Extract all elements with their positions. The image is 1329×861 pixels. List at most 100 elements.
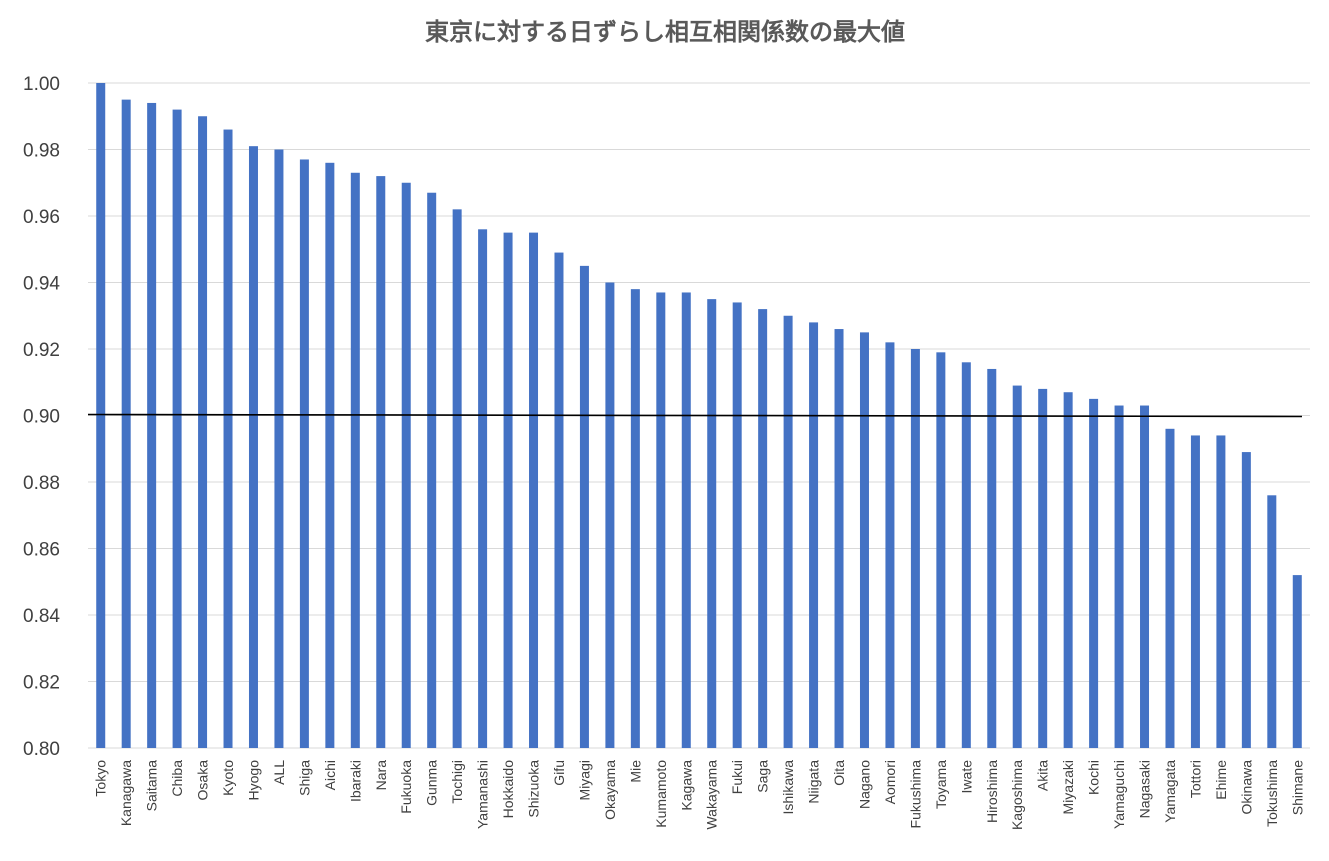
bar-ishikawa	[783, 315, 793, 748]
x-tick-label: Fukushima	[907, 760, 923, 829]
x-tick-label: Kochi	[1086, 760, 1102, 795]
x-tick-label: Wakayama	[704, 760, 720, 830]
x-tick-label: Nagasaki	[1137, 760, 1153, 818]
x-tick-label: Osaka	[195, 760, 211, 801]
y-axis: 0.80 0.82 0.84 0.86 0.88 0.90 0.92 0.94 0.96 0.98…	[23, 74, 60, 760]
bar-miyagi	[579, 265, 589, 748]
x-tick-label: Ibaraki	[347, 760, 363, 802]
y-tick-label: 0.88	[23, 473, 60, 494]
x-tick-label: Yamaguchi	[1111, 760, 1127, 829]
bar-ibaraki	[350, 172, 360, 748]
x-tick-label: Yamanashi	[475, 760, 491, 829]
bar-yamaguchi	[1114, 405, 1124, 748]
bar-akita	[1038, 388, 1048, 748]
x-tick-label: Nagano	[856, 760, 872, 809]
bar-tottori	[1190, 435, 1200, 748]
x-tick-label: Okayama	[602, 760, 618, 820]
x-tick-label: Miyazaki	[1060, 760, 1076, 814]
bar-aomori	[885, 342, 895, 748]
chart-title: 東京に対する日ずらし相互相関係数の最大値	[425, 18, 905, 46]
bar-saitama	[147, 102, 157, 748]
bar-yamanashi	[478, 229, 488, 749]
bar-kagawa	[681, 292, 691, 748]
bar-shiga	[299, 159, 309, 749]
bar-nara	[376, 176, 386, 749]
x-tick-label: Kumamoto	[653, 760, 669, 828]
bar-tokushima	[1267, 495, 1277, 748]
bar-gifu	[554, 252, 564, 748]
x-tick-label: Chiba	[169, 760, 185, 797]
x-tick-label: Fukui	[729, 760, 745, 794]
bar-mie	[630, 289, 640, 748]
y-tick-label: 0.96	[23, 207, 60, 228]
x-tick-label: Saitama	[144, 760, 160, 812]
bars	[96, 83, 1302, 749]
y-tick-label: 0.82	[23, 673, 60, 694]
x-tick-label: Hokkaido	[500, 760, 516, 819]
y-tick-label: 0.90	[23, 407, 60, 428]
bar-aichi	[325, 162, 335, 749]
x-tick-label: ALL	[271, 760, 287, 785]
x-tick-label: Hyogo	[245, 760, 261, 801]
reference-line	[87, 413, 1303, 418]
bar-niigata	[809, 322, 819, 748]
x-tick-label: Nara	[373, 760, 389, 791]
y-tick-label: 0.98	[23, 141, 60, 162]
bar-chiba	[172, 109, 182, 749]
bar-saga	[758, 309, 768, 748]
x-tick-label: Yamagata	[1162, 760, 1178, 823]
bar-ehime	[1216, 435, 1226, 748]
x-tick-label: Iwate	[958, 760, 974, 794]
bar-osaka	[198, 116, 208, 748]
reference-line-group	[87, 413, 1303, 418]
x-tick-label: Ishikawa	[780, 760, 796, 815]
bar-wakayama	[707, 299, 717, 748]
x-tick-label: Kagoshima	[1009, 760, 1025, 830]
bar-nagasaki	[1140, 405, 1150, 748]
bar-oita	[834, 329, 844, 748]
x-tick-label: Ehime	[1213, 760, 1229, 800]
bar-shimane	[1292, 575, 1302, 748]
x-tick-label: Saga	[755, 760, 771, 793]
bar-hiroshima	[987, 368, 997, 748]
x-tick-label: Okinawa	[1238, 760, 1254, 815]
bar-tokyo	[96, 83, 106, 748]
x-tick-label: Tokyo	[93, 760, 109, 797]
bar-fukuoka	[401, 182, 411, 748]
bar-okayama	[605, 282, 615, 748]
y-tick-label: 1.00	[23, 74, 60, 95]
y-tick-label: 0.94	[23, 274, 60, 295]
bar-kanagawa	[121, 99, 131, 748]
x-tick-label: Gunma	[424, 760, 440, 806]
x-tick-label: Niigata	[806, 760, 822, 804]
x-tick-label: Gifu	[551, 760, 567, 786]
bar-okinawa	[1241, 452, 1251, 748]
bar-kochi	[1089, 398, 1099, 748]
bar-shizuoka	[529, 232, 539, 748]
x-tick-label: Shiga	[296, 760, 312, 796]
bar-hokkaido	[503, 232, 513, 748]
x-tick-label: Tottori	[1187, 760, 1203, 798]
bar-gunma	[427, 192, 437, 749]
x-tick-label: Kyoto	[220, 760, 236, 796]
x-tick-label: Hiroshima	[984, 760, 1000, 823]
x-tick-label: Tokushima	[1264, 760, 1280, 827]
x-tick-label: Aichi	[322, 760, 338, 790]
x-tick-label: Tochigi	[449, 760, 465, 804]
y-tick-label: 0.92	[23, 340, 60, 361]
bar-tochigi	[452, 209, 462, 749]
bar-kumamoto	[656, 292, 666, 748]
x-axis: Tokyo Kanagawa Saitama Chiba Osaka Kyoto Hyogo…	[93, 760, 1306, 830]
bar-fukui	[732, 302, 742, 748]
x-tick-label: Kagawa	[678, 760, 694, 811]
x-tick-label: Toyama	[933, 760, 949, 809]
bar-kyoto	[223, 129, 233, 749]
x-tick-label: Miyagi	[576, 760, 592, 800]
bar-hyogo	[248, 146, 258, 749]
y-tick-label: 0.80	[23, 739, 60, 760]
x-tick-label: Akita	[1035, 760, 1051, 791]
bar-yamagata	[1165, 428, 1175, 748]
bar-fukushima	[910, 349, 920, 748]
bar-iwate	[961, 362, 971, 748]
